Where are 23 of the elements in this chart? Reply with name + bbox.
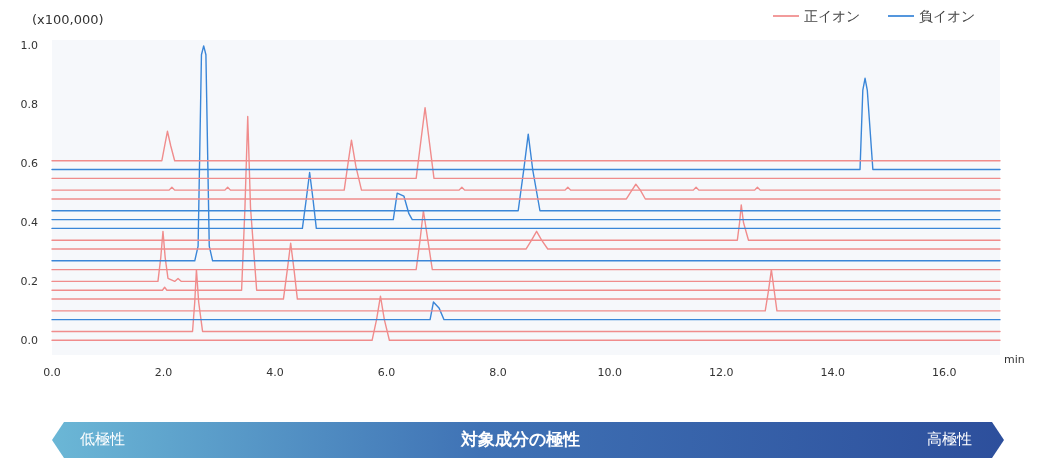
x-tick-label: 2.0 [154, 366, 173, 379]
x-axis-title: min [1004, 353, 1025, 367]
line-series [51, 45, 1001, 262]
y-tick-label: 0.2 [20, 274, 38, 288]
y-tick-label: 1.0 [20, 39, 38, 53]
x-tick-label: 8.0 [489, 366, 507, 379]
x-tick-label: 0.0 [43, 366, 61, 379]
x-tick-label: 10.0 [597, 366, 622, 379]
y-axis-title: (x100,000) [32, 12, 104, 27]
x-tick-label: 16.0 [931, 366, 957, 379]
legend-label: 正イオン [804, 8, 860, 24]
y-tick-label: 0.4 [20, 216, 38, 230]
x-tick-label: 14.0 [820, 366, 845, 379]
x-tick-label: 12.0 [708, 366, 734, 379]
y-tick-label: 0.8 [20, 98, 38, 112]
y-tick-label: 0.6 [20, 157, 38, 171]
text: 低極性 [80, 429, 125, 450]
x-tick-label: 6.0 [377, 366, 396, 379]
text: 対象成分の極性 [460, 428, 580, 450]
y-tick-label: 0.0 [20, 333, 38, 347]
x-tick-label: 4.0 [266, 366, 284, 379]
text: 高極性 [927, 429, 972, 450]
legend-label: 負イオン [919, 8, 975, 24]
